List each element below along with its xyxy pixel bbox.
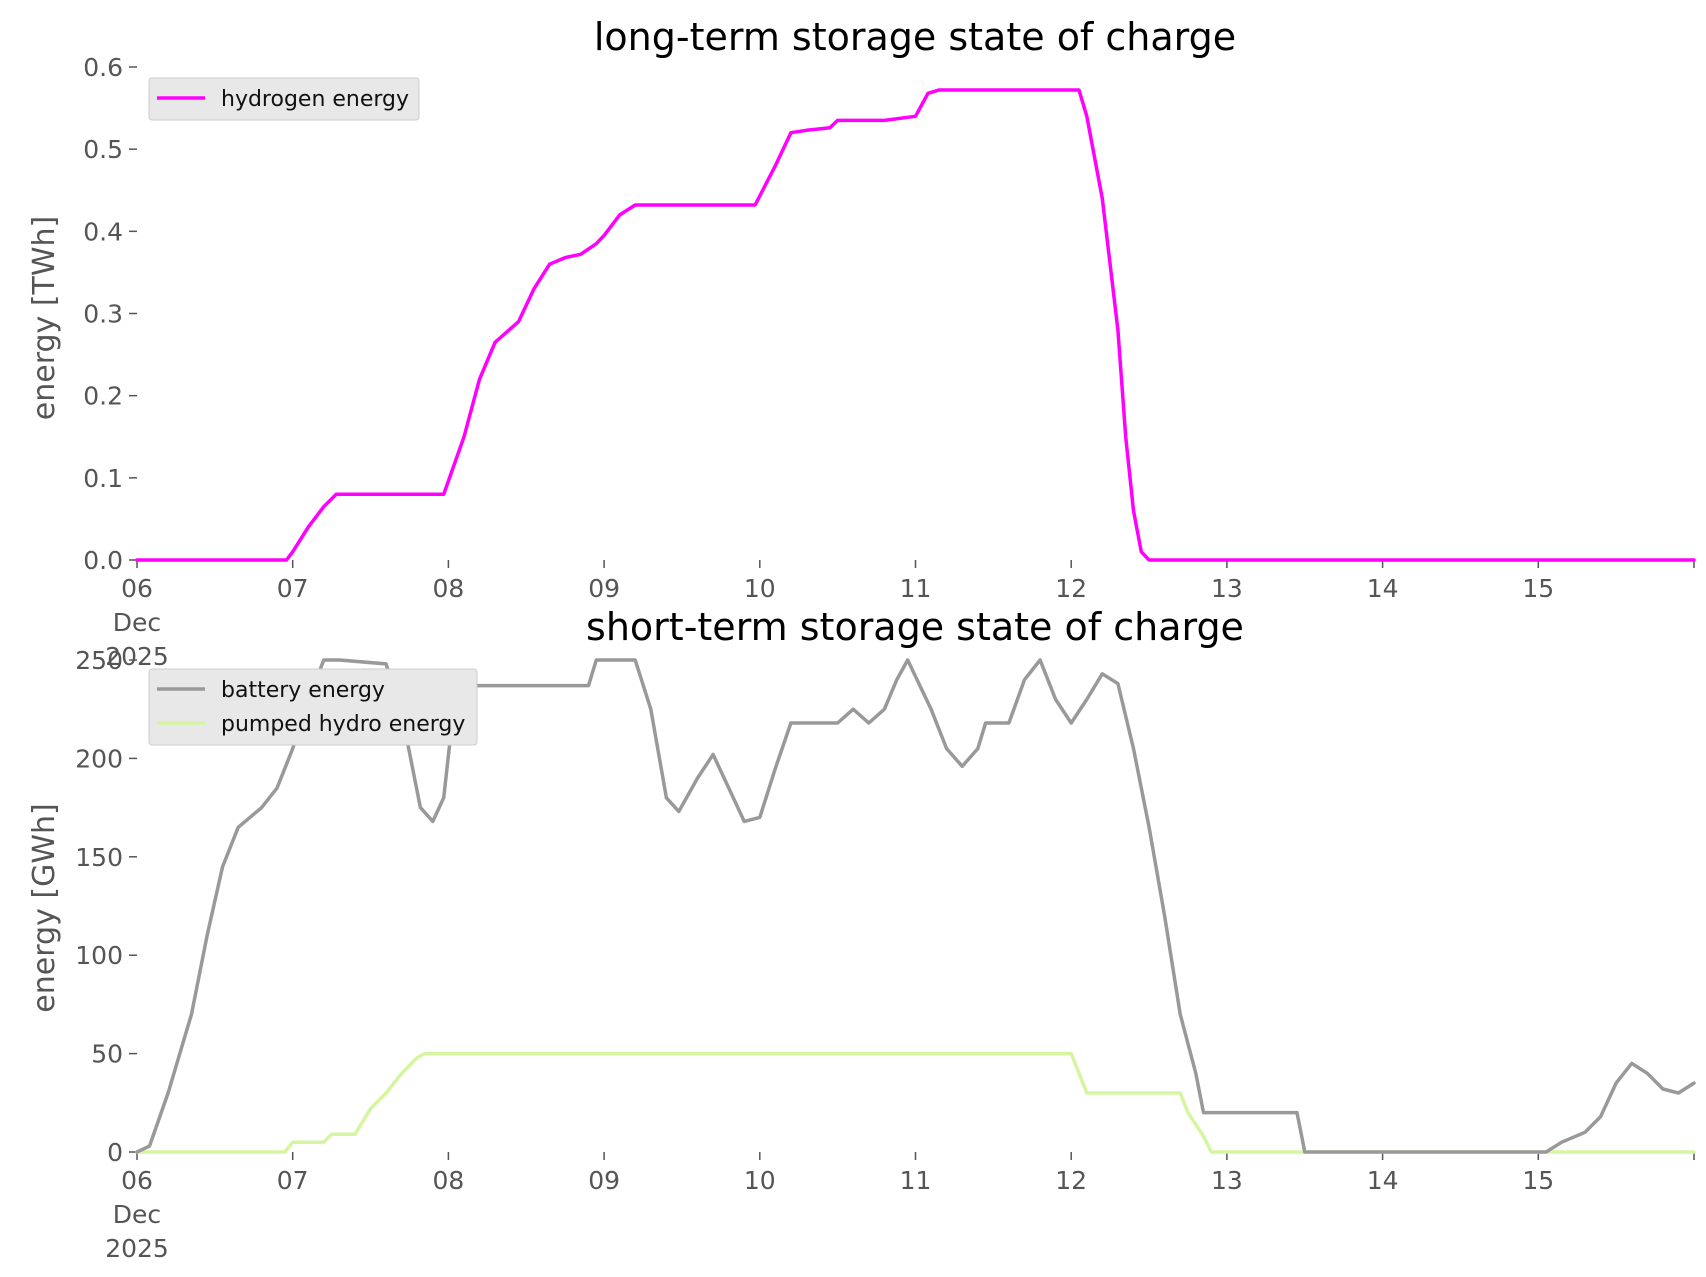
long-term-x-tick-label: 10 — [744, 574, 776, 603]
long-term-x-tick-label: 07 — [277, 574, 309, 603]
short-term-y-tick-label: 150 — [75, 843, 123, 872]
short-term-y-tick-label: 200 — [75, 744, 123, 773]
short-term-y-tick-label: 100 — [75, 941, 123, 970]
short-term-line-battery-energy — [135, 658, 1696, 1154]
short-term-x-tick-label: 14 — [1367, 1166, 1399, 1195]
long-term-y-tick-label: 0.5 — [83, 135, 123, 164]
long-term-y-tick-label: 0.4 — [83, 217, 123, 246]
short-term-chart-title: short-term storage state of charge — [586, 605, 1244, 649]
short-term-x-tick-label: 13 — [1211, 1166, 1243, 1195]
short-term-x-ticks: 06 Dec 2025 07 08 09 10 11 12 13 14 15 — [105, 1152, 1695, 1263]
long-term-x-tick-label: 15 — [1522, 574, 1554, 603]
long-term-y-axis-label: energy [TWh] — [27, 216, 62, 420]
long-term-x-tick-label: 09 — [588, 574, 620, 603]
legend-label-hydrogen-energy: hydrogen energy — [221, 87, 409, 112]
short-term-y-tick-label: 250 — [75, 646, 123, 675]
short-term-x-tick-label: 07 — [277, 1166, 309, 1195]
long-term-legend: hydrogen energy — [148, 77, 420, 121]
long-term-x-tick-label: 12 — [1055, 574, 1087, 603]
long-term-y-tick-label: 0.0 — [83, 546, 123, 575]
short-term-chart: short-term storage state of charge energ… — [27, 605, 1696, 1263]
short-term-x-tick-label: 12 — [1055, 1166, 1087, 1195]
short-term-y-axis-label: energy [GWh] — [27, 803, 62, 1012]
short-term-x-tick-label: 15 — [1522, 1166, 1554, 1195]
short-term-legend-box — [148, 668, 478, 746]
long-term-chart: long-term storage state of charge energy… — [27, 15, 1696, 671]
long-term-x-tick-label: 06 Dec 2025 — [105, 574, 169, 671]
short-term-x-tick-label: 11 — [900, 1166, 932, 1195]
short-term-series-lines — [135, 658, 1696, 1154]
long-term-line-hydrogen-energy — [135, 88, 1696, 562]
long-term-x-tick-label: 13 — [1211, 574, 1243, 603]
long-term-x-tick-label: 14 — [1367, 574, 1399, 603]
long-term-y-tick-label: 0.3 — [83, 300, 123, 329]
legend-label-pumped-hydro-energy: pumped hydro energy — [221, 712, 465, 737]
long-term-y-tick-label: 0.2 — [83, 382, 123, 411]
short-term-x-tick-label: 08 — [432, 1166, 464, 1195]
legend-label-battery-energy: battery energy — [221, 678, 385, 703]
long-term-y-tick-label: 0.6 — [83, 53, 123, 82]
long-term-x-tick-label: 08 — [432, 574, 464, 603]
short-term-y-tick-label: 50 — [91, 1040, 123, 1069]
short-term-x-tick-label: 10 — [744, 1166, 776, 1195]
long-term-chart-title: long-term storage state of charge — [594, 15, 1236, 59]
long-term-series-lines — [135, 88, 1696, 562]
long-term-x-ticks: 06 Dec 2025 07 08 09 10 11 12 13 14 15 — [105, 560, 1695, 671]
long-term-y-tick-label: 0.1 — [83, 464, 123, 493]
long-term-x-tick-label: 11 — [900, 574, 932, 603]
short-term-y-tick-label: 0 — [107, 1138, 123, 1167]
short-term-legend: battery energy pumped hydro energy — [148, 668, 478, 746]
short-term-y-ticks: 0 50 100 150 200 250 — [75, 646, 137, 1167]
short-term-line-pumped-hydro-energy — [135, 1051, 1696, 1154]
short-term-x-tick-label: 06 Dec 2025 — [105, 1166, 169, 1263]
long-term-y-ticks: 0.0 0.1 0.2 0.3 0.4 0.5 0.6 — [83, 53, 137, 575]
short-term-x-tick-label: 09 — [588, 1166, 620, 1195]
long-term-legend-box — [148, 77, 420, 121]
